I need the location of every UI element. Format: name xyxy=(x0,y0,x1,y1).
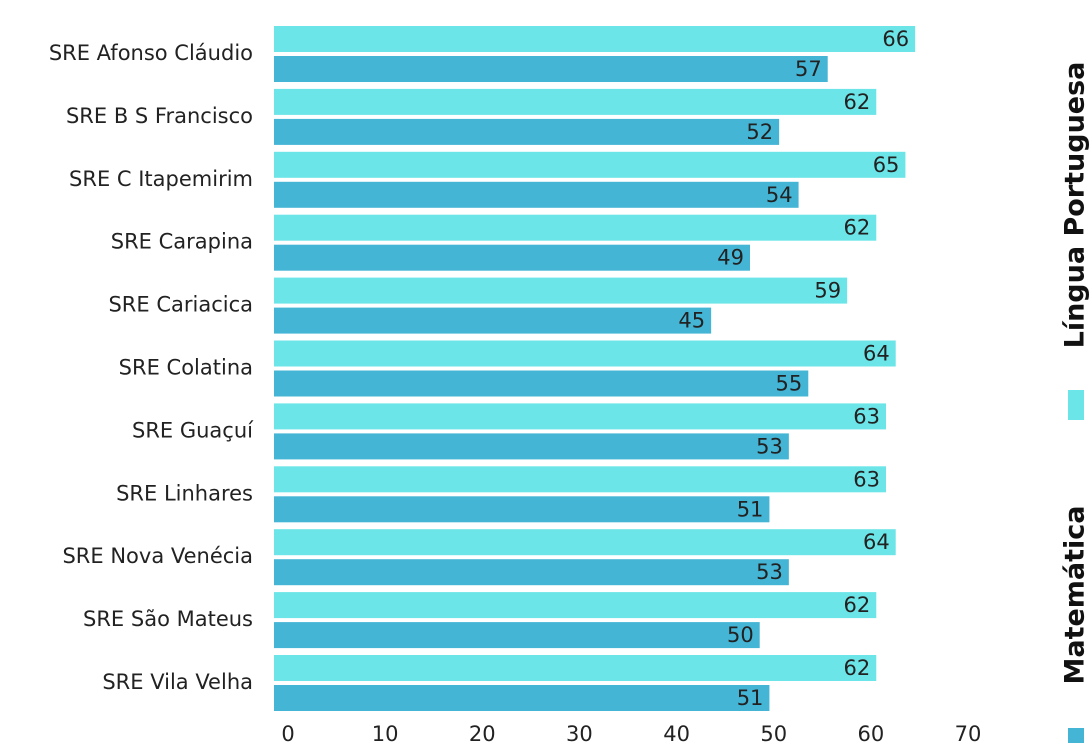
legend-swatch xyxy=(1068,728,1084,743)
bar xyxy=(274,655,877,681)
bar xyxy=(274,370,809,397)
bar xyxy=(274,151,906,178)
category-label: SRE Vila Velha xyxy=(102,670,253,694)
value-label: 66 xyxy=(882,27,909,51)
bar xyxy=(274,559,789,586)
bar xyxy=(274,181,799,208)
value-label: 62 xyxy=(844,90,871,114)
value-label: 64 xyxy=(863,342,890,366)
value-label: 63 xyxy=(853,404,880,428)
bar xyxy=(274,307,712,334)
value-label: 51 xyxy=(737,497,764,521)
legend-label: Língua Portuguesa xyxy=(1060,62,1091,349)
value-label: 49 xyxy=(717,246,744,270)
bar xyxy=(274,88,877,115)
category-label: SRE B S Francisco xyxy=(66,104,253,128)
bar xyxy=(274,340,896,367)
bar xyxy=(274,118,780,145)
bar xyxy=(274,685,770,711)
bar xyxy=(274,496,770,523)
bar xyxy=(274,592,877,619)
value-label: 50 xyxy=(727,623,754,647)
value-label: 62 xyxy=(844,593,871,617)
x-tick-label: 10 xyxy=(372,722,399,743)
legend-label: Matemática xyxy=(1060,505,1091,684)
value-label: 57 xyxy=(795,57,822,81)
category-label: SRE Colatina xyxy=(119,356,253,380)
x-tick-label: 0 xyxy=(281,722,294,743)
bar xyxy=(274,56,828,82)
value-label: 65 xyxy=(873,153,900,177)
category-label: SRE Cariacica xyxy=(108,293,253,317)
x-tick-label: 30 xyxy=(566,722,593,743)
bar xyxy=(274,244,750,271)
category-label: SRE Nova Venécia xyxy=(62,544,253,568)
value-label: 63 xyxy=(853,467,880,491)
category-label: SRE Guaçuí xyxy=(132,418,254,442)
value-label: 55 xyxy=(776,372,803,396)
x-tick-label: 40 xyxy=(663,722,690,743)
value-label: 51 xyxy=(737,686,764,710)
x-tick-label: 60 xyxy=(857,722,884,743)
value-label: 53 xyxy=(756,434,783,458)
bar xyxy=(274,433,789,460)
value-label: 62 xyxy=(844,216,871,240)
bar xyxy=(274,214,877,241)
category-label: SRE Carapina xyxy=(111,230,253,254)
category-label: SRE Linhares xyxy=(116,481,253,505)
value-label: 64 xyxy=(863,530,890,554)
x-tick-label: 20 xyxy=(469,722,496,743)
x-tick-label: 70 xyxy=(955,722,982,743)
bar xyxy=(274,529,896,556)
value-label: 52 xyxy=(746,120,773,144)
value-label: 53 xyxy=(756,560,783,584)
bar xyxy=(274,466,886,493)
bar xyxy=(274,26,916,52)
category-label: SRE São Mateus xyxy=(83,607,253,631)
value-label: 54 xyxy=(766,183,793,207)
x-tick-label: 50 xyxy=(760,722,787,743)
bar xyxy=(274,403,886,430)
value-label: 62 xyxy=(844,656,871,680)
value-label: 45 xyxy=(678,309,705,333)
category-label: SRE Afonso Cláudio xyxy=(49,41,253,65)
bar xyxy=(274,277,848,304)
value-label: 59 xyxy=(814,279,841,303)
bar xyxy=(274,622,760,649)
legend-swatch xyxy=(1068,390,1084,420)
category-label: SRE C Itapemirim xyxy=(69,167,253,191)
